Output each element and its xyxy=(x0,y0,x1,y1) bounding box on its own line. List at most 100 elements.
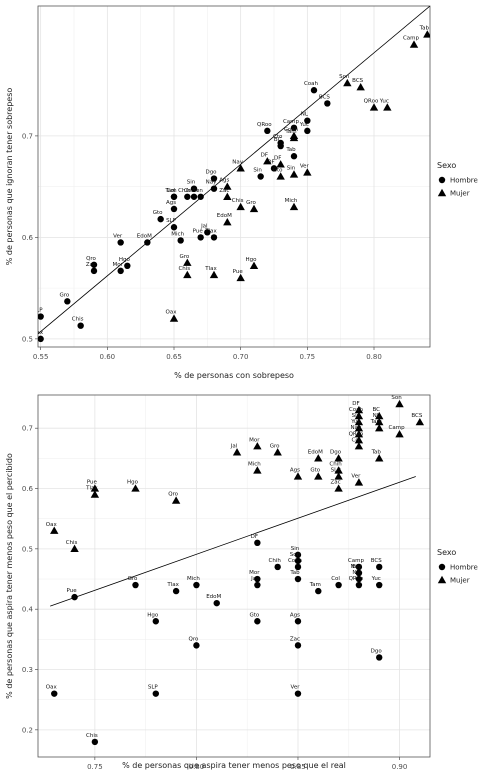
y-axis-label: % de personas que aspira tener menos pes… xyxy=(5,453,14,699)
point-hombre xyxy=(210,175,218,182)
point-label: Camp xyxy=(348,558,365,564)
y-axis-label: % de personas que ignoran tener sobrepes… xyxy=(5,88,14,266)
point-label: Zac xyxy=(86,262,96,268)
point-hombre xyxy=(294,618,302,625)
point-hombre xyxy=(213,599,220,607)
point-label: Oax xyxy=(46,685,58,691)
point-label: Ags xyxy=(219,178,229,184)
legend: Sexo Hombre Mujer xyxy=(437,161,478,198)
point-label: Chis xyxy=(86,733,98,739)
legend: Sexo Hombre Mujer xyxy=(437,548,478,585)
point-mujer xyxy=(354,478,364,486)
point-label: Gro xyxy=(128,576,138,582)
point-label: Nay xyxy=(206,180,217,186)
point-label: EdoM xyxy=(206,594,221,600)
point-mujer xyxy=(70,544,79,552)
point-mujer xyxy=(263,157,272,165)
point-label: Mor xyxy=(112,262,123,268)
point-hombre xyxy=(152,690,160,697)
x-tick-label: 0.65 xyxy=(166,353,182,361)
point-hombre xyxy=(264,127,271,135)
point-label: SLP xyxy=(331,467,342,473)
x-axis-label: % de personas que aspira tener menos pes… xyxy=(122,761,346,770)
point-mujer xyxy=(289,170,299,178)
point-label: Chis xyxy=(72,317,84,323)
point-hombre xyxy=(315,587,322,595)
point-label: Sin xyxy=(187,180,196,186)
point-label: Chih xyxy=(268,558,281,564)
point-label: Cto xyxy=(273,134,283,140)
point-hombre xyxy=(274,563,281,571)
point-label: Hgo xyxy=(246,257,258,263)
point-label: Jal xyxy=(230,443,238,449)
point-mujer xyxy=(375,417,384,426)
point-hombre xyxy=(376,581,383,589)
point-label: Zac xyxy=(219,188,229,194)
point-label: BC xyxy=(274,137,282,143)
trend-line xyxy=(38,6,430,335)
point-label: Qro xyxy=(189,636,199,642)
point-label: Ags xyxy=(290,467,300,473)
point-label: DF xyxy=(261,152,268,158)
point-mujer xyxy=(354,430,364,438)
point-label: Nay xyxy=(232,159,243,165)
point-mujer xyxy=(293,472,303,480)
point-hombre xyxy=(144,239,151,246)
y-tick-label: 0.7 xyxy=(22,425,33,433)
point-label: SLP xyxy=(148,685,159,691)
point-hombre xyxy=(190,185,198,192)
point-label: QRoo xyxy=(364,98,379,104)
point-label: DF xyxy=(267,159,274,165)
point-hombre xyxy=(172,587,180,595)
plot-border xyxy=(37,394,431,758)
point-label: Pue xyxy=(233,269,244,275)
point-label: Chis xyxy=(178,266,190,272)
x-tick-label: 0.75 xyxy=(300,353,316,361)
point-label: Gro xyxy=(270,443,280,449)
point-hombre xyxy=(294,563,302,571)
y-tick-label: 0.6 xyxy=(22,485,34,493)
point-label: Hgo xyxy=(147,612,159,618)
point-hombre xyxy=(77,322,84,329)
point-label: Sin xyxy=(253,168,262,174)
point-hombre xyxy=(254,581,261,589)
point-mujer xyxy=(354,417,364,426)
point-mujer xyxy=(223,217,232,226)
point-label: Yuc xyxy=(350,419,360,425)
point-mujer xyxy=(276,172,285,180)
point-label: Tlax xyxy=(204,228,217,234)
point-mujer xyxy=(183,258,192,266)
point-label: Jal xyxy=(250,576,258,582)
point-label: SLP xyxy=(166,218,177,224)
point-mujer xyxy=(223,192,232,200)
x-axis-label: % de personas con sobrepeso xyxy=(174,371,294,380)
point-hombre xyxy=(90,267,98,275)
point-hombre xyxy=(197,234,204,241)
point-hombre xyxy=(270,165,278,172)
y-tick-label: 0.3 xyxy=(22,666,33,674)
point-label: DF xyxy=(352,401,359,407)
point-label: Ver xyxy=(351,473,361,479)
point-label: Qro xyxy=(168,492,178,498)
point-label: Mich xyxy=(187,576,200,582)
point-mujer xyxy=(50,526,59,534)
point-label: Chis xyxy=(232,198,244,204)
point-label: Gro xyxy=(179,254,189,260)
point-hombre xyxy=(117,267,124,275)
point-mujer xyxy=(289,202,299,211)
point-hombre xyxy=(64,298,71,305)
point-mujer xyxy=(383,103,392,111)
point-label: Ver xyxy=(113,233,123,239)
point-label: EdoM xyxy=(137,233,152,239)
point-label: EdoM xyxy=(217,213,232,219)
point-mujer xyxy=(232,448,242,456)
point-hombre xyxy=(294,690,302,697)
point-label: Tlax xyxy=(166,582,179,588)
point-label: BC xyxy=(372,407,380,413)
point-label: Tab xyxy=(285,147,296,153)
point-label: Mich xyxy=(285,198,298,204)
point-mujer xyxy=(334,484,343,492)
point-label: Chis xyxy=(66,540,78,546)
point-label: Yuc xyxy=(299,122,309,128)
